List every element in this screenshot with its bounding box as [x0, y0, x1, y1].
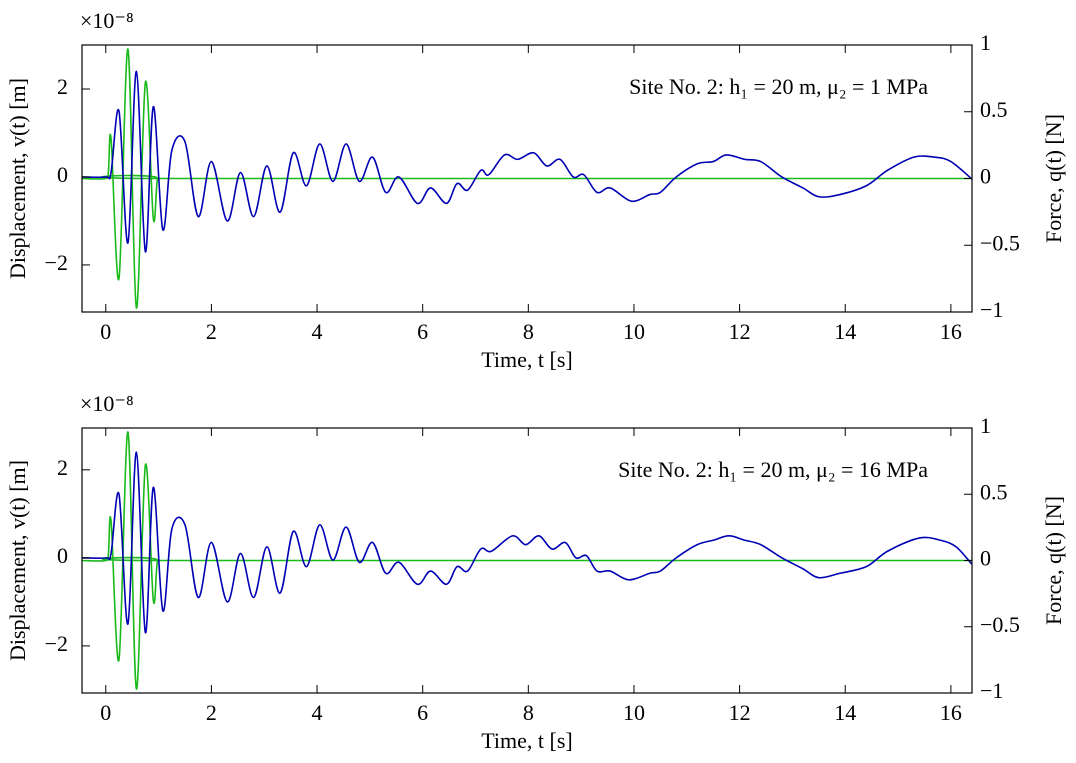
- y2-axis-label: Force, q(t) [N]: [1041, 114, 1066, 243]
- y2-tick-label: 1: [980, 30, 991, 55]
- y-tick-label: 0: [57, 543, 68, 568]
- y-tick-label: −2: [45, 250, 68, 275]
- y-tick-label: 2: [57, 74, 68, 99]
- y-axis-label: Displacement, v(t) [m]: [5, 460, 30, 661]
- x-tick-label: 12: [729, 319, 751, 344]
- y-tick-label: 0: [57, 162, 68, 187]
- y2-tick-label: −1: [980, 678, 1003, 703]
- y2-tick-label: 1: [980, 413, 991, 438]
- y2-axis-label: Force, q(t) [N]: [1041, 496, 1066, 625]
- x-tick-label: 0: [100, 700, 111, 725]
- y2-tick-label: 0.5: [980, 97, 1008, 122]
- annotation: Site No. 2: h₁ = 20 m, μ₂ = 1 MPa: [629, 74, 928, 99]
- x-tick-label: 14: [834, 700, 856, 725]
- y-multiplier: ×10⁻⁸: [80, 8, 134, 33]
- x-tick-label: 6: [417, 700, 428, 725]
- x-tick-label: 6: [417, 319, 428, 344]
- x-tick-label: 8: [523, 319, 534, 344]
- x-tick-label: 2: [206, 700, 217, 725]
- x-tick-label: 4: [312, 700, 323, 725]
- x-tick-label: 14: [834, 319, 856, 344]
- subplot: 0 2 4 6 8 10 12 14 16 −2 0 2 −1 −0.5 0 0.5 1 Time, t [s] D…: [5, 8, 1066, 372]
- y2-tick-label: 0.5: [980, 479, 1008, 504]
- x-tick-label: 8: [523, 700, 534, 725]
- y-multiplier: ×10⁻⁸: [80, 391, 134, 416]
- x-tick-label: 10: [623, 700, 645, 725]
- x-tick-label: 4: [312, 319, 323, 344]
- x-tick-label: 16: [940, 319, 962, 344]
- annotation: Site No. 2: h₁ = 20 m, μ₂ = 16 MPa: [618, 457, 928, 482]
- data-line: [82, 431, 972, 690]
- y2-tick-label: −0.5: [980, 230, 1020, 255]
- y2-tick-label: 0: [980, 164, 991, 189]
- x-tick-label: 2: [206, 319, 217, 344]
- x-tick-label: 10: [623, 319, 645, 344]
- x-tick-label: 12: [729, 700, 751, 725]
- x-axis-label: Time, t [s]: [481, 347, 572, 372]
- y-tick-label: −2: [45, 631, 68, 656]
- data-line: [82, 70, 972, 253]
- y2-tick-label: 0: [980, 546, 991, 571]
- x-axis-label: Time, t [s]: [481, 728, 572, 753]
- y-axis-label: Displacement, v(t) [m]: [5, 78, 30, 279]
- x-tick-label: 0: [100, 319, 111, 344]
- y2-tick-label: −1: [980, 297, 1003, 322]
- y2-tick-label: −0.5: [980, 612, 1020, 637]
- data-line: [82, 451, 972, 634]
- x-tick-label: 16: [940, 700, 962, 725]
- subplot: 0 2 4 6 8 10 12 14 16 −2 0 2 −1 −0.5 0 0.5 1 Time, t [s] D…: [5, 391, 1066, 753]
- y-tick-label: 2: [57, 455, 68, 480]
